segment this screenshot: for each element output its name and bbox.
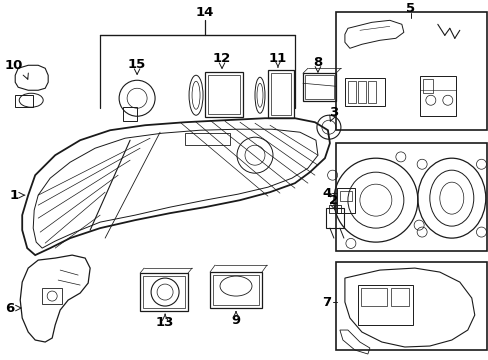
Text: 13: 13 [156,315,174,329]
Text: 4: 4 [322,186,331,200]
Bar [347,81,355,103]
Bar [335,262,486,350]
Text: 15: 15 [128,58,146,71]
Text: 1: 1 [10,189,19,202]
Bar [325,208,343,228]
Text: 11: 11 [268,52,286,65]
Text: 12: 12 [212,52,231,65]
Text: 14: 14 [196,6,214,19]
Bar [270,73,290,115]
Bar [303,73,335,101]
Bar [344,78,384,106]
Bar [360,288,386,306]
Bar [335,12,486,130]
Bar [42,288,62,304]
Bar [140,273,188,311]
Bar [267,70,293,118]
Bar [336,188,354,213]
Text: 9: 9 [231,314,240,327]
Text: 2: 2 [329,194,338,207]
Bar [390,288,408,306]
Bar [15,95,33,107]
Text: 3: 3 [328,106,338,119]
Bar [213,275,259,305]
Bar [419,76,455,116]
Bar [143,276,184,308]
Bar [339,191,351,201]
Bar [328,205,340,213]
Bar [305,75,333,99]
Bar [123,107,137,121]
Bar [357,285,412,325]
Text: 6: 6 [5,302,15,315]
Text: 5: 5 [406,2,414,15]
Text: 8: 8 [313,56,322,69]
Bar [422,79,432,93]
Bar [367,81,375,103]
Bar [335,143,486,251]
Text: 10: 10 [5,59,23,72]
Text: 7: 7 [322,296,331,309]
Bar [184,133,229,145]
Bar [207,75,240,114]
Bar [210,272,262,308]
Bar [357,81,365,103]
Bar [204,72,243,117]
